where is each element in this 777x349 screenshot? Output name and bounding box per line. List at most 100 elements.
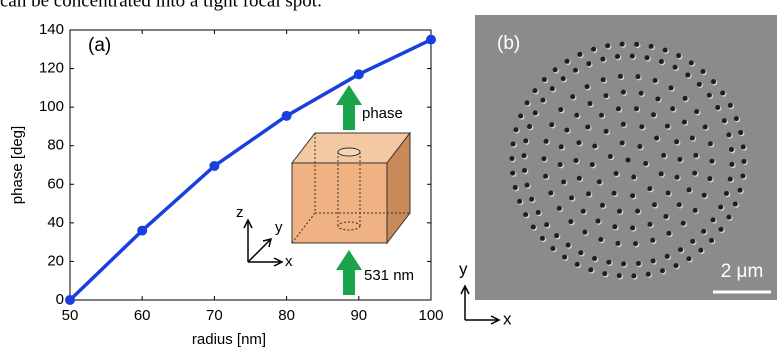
x-axis-label: radius [nm]: [192, 331, 266, 348]
hole: [741, 159, 746, 164]
page: {"text_fragment": "can be concentrated i…: [0, 0, 777, 349]
x-tick-label: 90: [350, 307, 367, 324]
y-axis-label: phase [deg]: [9, 126, 26, 204]
hole: [631, 175, 636, 180]
hole: [565, 59, 570, 64]
x-tick-label: 60: [134, 307, 151, 324]
hole: [557, 206, 562, 211]
hole: [646, 272, 651, 277]
y-tick-label: 100: [39, 98, 64, 115]
hole: [529, 197, 534, 202]
unit-cell-cube: [292, 133, 410, 243]
figure: can be concentrated into a tight focal s…: [0, 0, 777, 349]
hole: [670, 106, 675, 111]
hole: [612, 224, 617, 229]
hole: [741, 144, 746, 149]
hole: [621, 90, 626, 95]
hole: [711, 217, 716, 222]
hole: [643, 161, 648, 166]
hole: [738, 130, 743, 135]
hole: [608, 154, 613, 159]
hole: [626, 158, 631, 163]
hole: [639, 91, 644, 96]
hole: [655, 96, 660, 101]
hole: [533, 110, 538, 115]
hole: [599, 113, 604, 118]
data-point: [209, 161, 219, 171]
hole: [698, 248, 703, 253]
hole: [574, 158, 579, 163]
panel-label: (a): [88, 35, 111, 56]
x-tick-label: 80: [278, 307, 295, 324]
hole: [522, 153, 527, 158]
annotation: x: [285, 253, 293, 270]
hole: [711, 79, 716, 84]
hole: [709, 159, 714, 164]
hole: [677, 157, 682, 162]
hole: [525, 183, 530, 188]
hole: [614, 171, 619, 176]
data-point: [426, 35, 436, 45]
hole: [636, 74, 641, 79]
hole: [740, 173, 745, 178]
hole: [682, 120, 687, 125]
hole: [540, 98, 545, 103]
hole: [630, 193, 635, 198]
hole: [514, 127, 519, 132]
hole: [701, 69, 706, 74]
hole: [650, 238, 655, 243]
hole: [578, 250, 583, 255]
hole: [617, 209, 622, 214]
axis-label: y: [459, 259, 468, 278]
hole: [597, 179, 602, 184]
hole: [511, 142, 516, 147]
x-tick-label: 50: [62, 307, 79, 324]
hole: [673, 65, 678, 70]
hole: [573, 68, 578, 73]
hole: [525, 100, 530, 105]
hole: [533, 88, 538, 93]
hole: [651, 112, 656, 117]
hole: [718, 227, 723, 232]
annotation: 531 nm: [364, 267, 414, 284]
data-point: [137, 226, 147, 236]
hole: [548, 191, 553, 196]
hole: [715, 105, 720, 110]
hole: [728, 103, 733, 108]
hole: [718, 205, 723, 210]
hole: [590, 162, 595, 167]
hole: [687, 187, 692, 192]
hole: [553, 67, 558, 72]
hole: [586, 191, 591, 196]
hole: [720, 90, 725, 95]
hole: [558, 107, 563, 112]
y-tick-label: 140: [39, 21, 64, 38]
hole: [576, 140, 581, 145]
hole: [634, 42, 639, 47]
hole: [734, 116, 739, 121]
hole: [536, 210, 541, 215]
hole: [585, 84, 590, 89]
hole: [561, 180, 566, 185]
hole: [677, 202, 682, 207]
hole: [568, 219, 573, 224]
hole: [649, 44, 654, 49]
hole: [510, 171, 515, 176]
hole: [561, 76, 566, 81]
hole: [703, 124, 708, 129]
panel-label: (b): [497, 33, 520, 54]
y-tick-label: 0: [56, 291, 64, 308]
hole: [592, 144, 597, 149]
hole: [588, 267, 593, 272]
hole: [562, 255, 567, 260]
axis-label: x: [503, 309, 512, 328]
hole: [575, 262, 580, 267]
scale-bar-label: 2 μm: [721, 261, 764, 282]
hole: [540, 236, 545, 241]
hole: [733, 202, 738, 207]
hole: [544, 222, 549, 227]
hole: [722, 118, 727, 123]
hole: [652, 202, 657, 207]
hole: [648, 222, 653, 227]
y-tick-label: 40: [47, 214, 64, 231]
